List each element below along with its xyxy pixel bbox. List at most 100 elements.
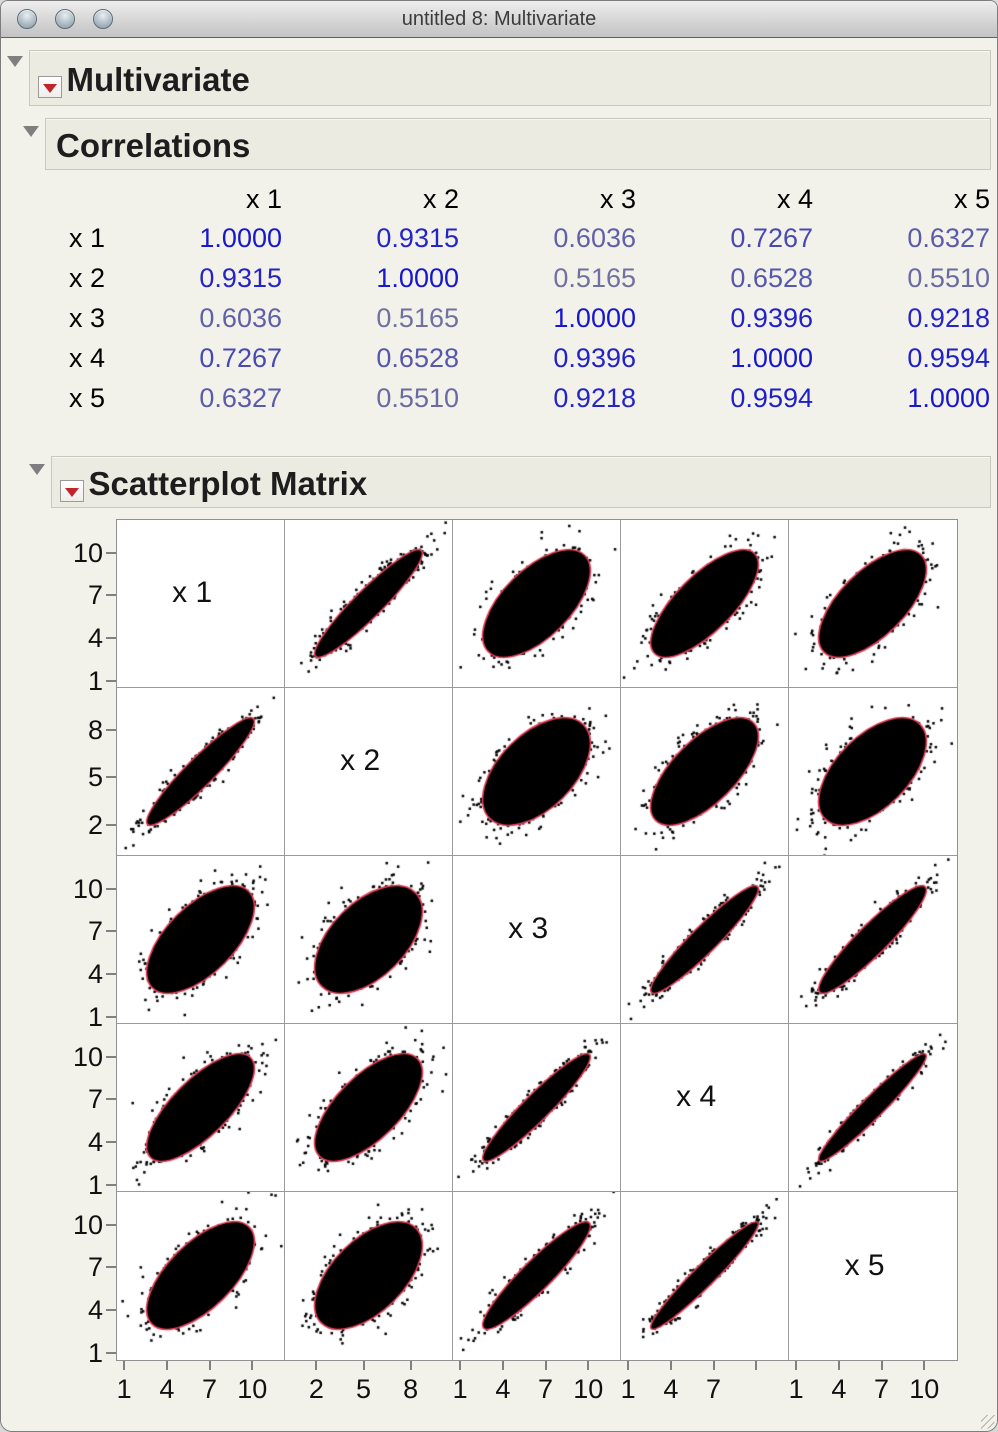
scatter-canvas[interactable] (285, 520, 452, 687)
red-triangle-menu-multivariate-icon[interactable] (38, 75, 62, 98)
corr-col-header: x 2 (422, 184, 459, 214)
disclosure-triangle-multivariate-icon[interactable] (7, 56, 23, 67)
scatter-canvas[interactable] (117, 1024, 284, 1191)
scatter-canvas[interactable] (789, 856, 956, 1023)
scatter-canvas[interactable] (789, 1024, 956, 1191)
corr-value: 0.6036 (199, 303, 282, 333)
scatter-cell-row2-col5[interactable] (789, 688, 957, 856)
scatter-canvas[interactable] (453, 520, 620, 687)
scatter-cell-row1-col2[interactable] (285, 520, 453, 688)
scatter-cell-row3-col1[interactable] (117, 856, 285, 1024)
y-axis-tick-label: 4 (87, 959, 103, 990)
diagonal-cell-x5[interactable]: x 5 (789, 1192, 957, 1360)
scatter-cell-row5-col3[interactable] (453, 1192, 621, 1360)
scatter-cell-row3-col5[interactable] (789, 856, 957, 1024)
scatter-canvas[interactable] (621, 1192, 788, 1359)
x-axis-tick-label: 7 (706, 1374, 722, 1404)
scatter-canvas[interactable] (117, 688, 284, 855)
y-axis-tick-label: 7 (87, 1084, 103, 1115)
disclosure-triangle-correlations-icon[interactable] (23, 126, 39, 137)
y-axis-tick-label: 4 (87, 1127, 103, 1158)
x-axis-tick-label: 5 (355, 1374, 372, 1404)
scatter-canvas[interactable] (117, 1192, 284, 1359)
corr-value: 0.9594 (907, 343, 990, 373)
y-axis-tick (106, 776, 116, 779)
corr-value: 0.9396 (553, 343, 636, 373)
diagonal-variable-label: x 2 (340, 744, 381, 778)
x-axis-tick (795, 1361, 798, 1370)
x-axis-tick (712, 1361, 715, 1370)
scatter-canvas[interactable] (789, 520, 956, 687)
minimize-button[interactable] (55, 9, 75, 29)
multivariate-header: Multivariate (29, 50, 991, 106)
scatter-canvas[interactable] (789, 688, 956, 855)
corr-value: 0.9396 (730, 303, 813, 333)
scatter-canvas[interactable] (621, 856, 788, 1023)
y-axis-tick (106, 930, 116, 933)
corr-value: 0.9218 (907, 303, 990, 333)
scatter-canvas[interactable] (117, 856, 284, 1023)
scatter-canvas[interactable] (621, 688, 788, 855)
diagonal-cell-x2[interactable]: x 2 (285, 688, 453, 856)
scatter-cell-row5-col2[interactable] (285, 1192, 453, 1360)
scatter-canvas[interactable] (285, 1024, 452, 1191)
y-axis-tick-label: 7 (87, 580, 103, 611)
y-axis-tick (106, 1055, 116, 1058)
scatter-canvas[interactable] (453, 688, 620, 855)
scatter-canvas[interactable] (453, 1192, 620, 1359)
scatter-cell-row4-col2[interactable] (285, 1024, 453, 1192)
scatter-cell-row5-col1[interactable] (117, 1192, 285, 1360)
scatter-canvas[interactable] (285, 1192, 452, 1359)
x-axis-tick (837, 1361, 840, 1370)
y-axis-tick (106, 1015, 116, 1018)
y-axis-tick (106, 1266, 116, 1269)
x-axis-tick-label: 2 (308, 1374, 324, 1404)
scatter-cell-row5-col4[interactable] (621, 1192, 789, 1360)
diagonal-cell-x3[interactable]: x 3 (453, 856, 621, 1024)
scatter-canvas[interactable] (621, 520, 788, 687)
corr-table-row: x 5 0.6327 0.5510 0.9218 0.9594 1.0000 (1, 378, 991, 418)
scatter-cell-row4-col5[interactable] (789, 1024, 957, 1192)
scatter-cell-row4-col3[interactable] (453, 1024, 621, 1192)
y-axis-tick-label: 10 (72, 873, 103, 904)
x-axis-tick-label: 4 (663, 1374, 679, 1404)
correlations-table: x 1 x 2 x 3 x 4 x 5 x 1 1.0000 0.9315 0.6036 0.72… (1, 180, 991, 418)
scatter-cell-row1-col4[interactable] (621, 520, 789, 688)
red-triangle-menu-scatterplot-matrix-icon[interactable] (60, 479, 84, 502)
x-axis-tick (123, 1361, 126, 1370)
corr-table-row: x 1 1.0000 0.9315 0.6036 0.7267 0.6327 (1, 218, 991, 258)
y-axis-tick-label: 10 (72, 1041, 103, 1072)
corr-value: 0.9315 (199, 263, 282, 293)
x-axis-tick-label: 7 (538, 1374, 554, 1404)
diagonal-variable-label: x 5 (844, 1248, 885, 1282)
scatter-cell-row3-col2[interactable] (285, 856, 453, 1024)
y-axis-tick (106, 1309, 116, 1312)
scatterplot-matrix-header: Scatterplot Matrix (51, 456, 991, 508)
x-axis-tick (362, 1361, 365, 1370)
disclosure-triangle-scatterplot-matrix-icon[interactable] (29, 464, 45, 475)
diagonal-cell-x4[interactable]: x 4 (621, 1024, 789, 1192)
scatter-cell-row1-col3[interactable] (453, 520, 621, 688)
scatter-cell-row1-col5[interactable] (789, 520, 957, 688)
scatter-cell-row3-col4[interactable] (621, 856, 789, 1024)
close-button[interactable] (17, 9, 37, 29)
scatter-cell-row2-col3[interactable] (453, 688, 621, 856)
corr-value: 0.9594 (730, 383, 813, 413)
y-axis-tick (106, 887, 116, 890)
diagonal-cell-x1[interactable]: x 1 (117, 520, 285, 688)
title-bar[interactable]: untitled 8: Multivariate (1, 1, 997, 38)
y-axis-tick-label: 1 (87, 665, 103, 696)
scatter-canvas[interactable] (285, 856, 452, 1023)
y-axis-tick (106, 1351, 116, 1354)
scatter-canvas[interactable] (453, 1024, 620, 1191)
x-axis-tick-label: 1 (116, 1374, 132, 1404)
x-axis-tick (315, 1361, 318, 1370)
corr-value: 0.6528 (376, 343, 459, 373)
scatter-cell-row2-col1[interactable] (117, 688, 285, 856)
resize-grip-icon[interactable] (981, 1415, 995, 1429)
corr-value: 0.5165 (376, 303, 459, 333)
corr-col-header: x 1 (245, 184, 282, 214)
scatter-cell-row4-col1[interactable] (117, 1024, 285, 1192)
scatter-cell-row2-col4[interactable] (621, 688, 789, 856)
zoom-button[interactable] (93, 9, 113, 29)
